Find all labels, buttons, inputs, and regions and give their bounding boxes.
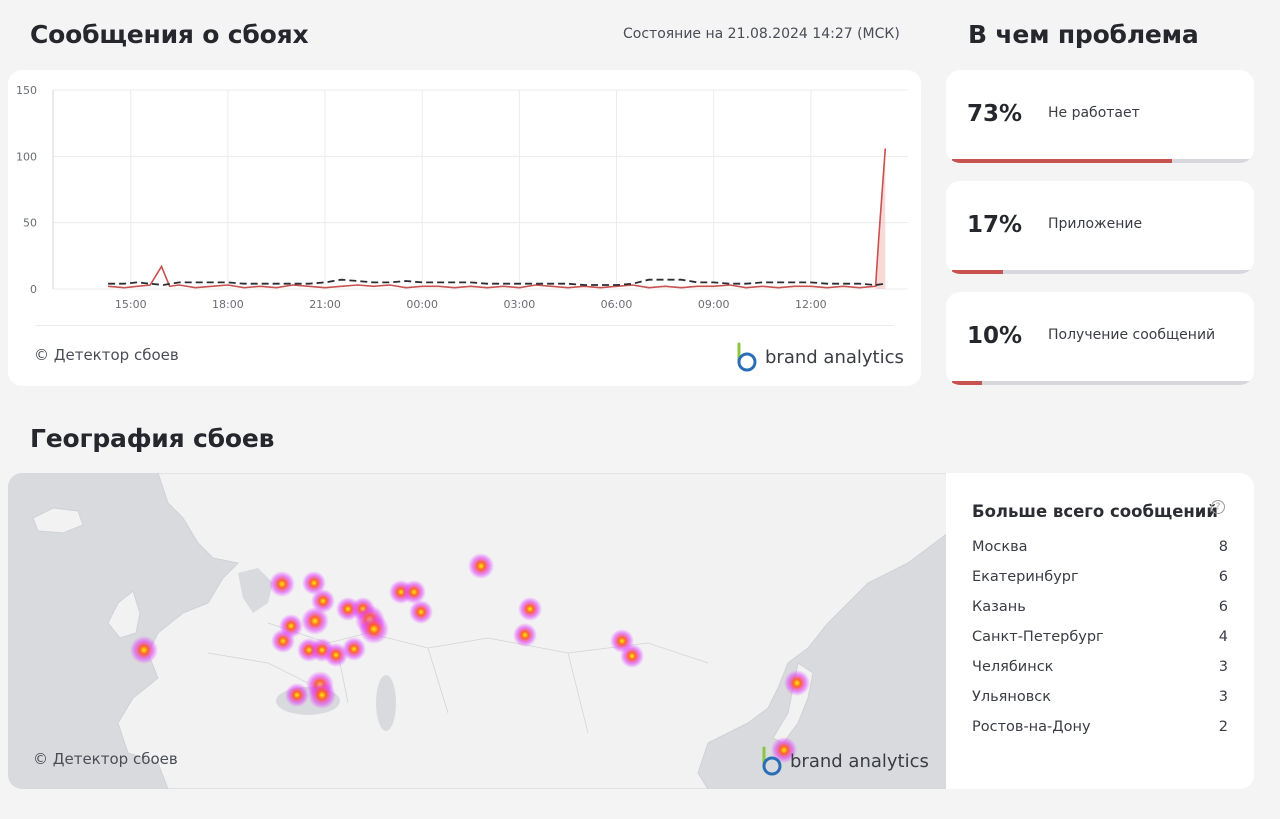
y-tick-label: 100 [16, 150, 37, 163]
problem-progress-track [952, 381, 1254, 385]
series-line-baseline [108, 278, 886, 286]
top-cities-title: Больше всего сообщений [972, 502, 1218, 521]
geo-title: География сбоев [30, 424, 275, 453]
problem-label: Не работает [1048, 105, 1140, 121]
brand-analytics-icon [762, 746, 782, 776]
city-name: Санкт-Петербург [972, 629, 1104, 645]
city-name: Екатеринбург [972, 569, 1079, 585]
reports-line-chart[interactable]: 150 100 50 0 15:00 18:00 21:00 00:00 03:00 06:00 0… [8, 70, 921, 325]
status-timestamp: Состояние на 21.08.2024 14:27 (МСК) [623, 26, 900, 42]
problem-percent: 10% [967, 323, 1023, 349]
reports-chart-card: 150 100 50 0 15:00 18:00 21:00 00:00 03:00 06:00 0… [8, 70, 921, 386]
help-icon[interactable]: ? [1211, 500, 1225, 514]
heat-spot [311, 589, 335, 613]
city-row: Ульяновск 3 [972, 689, 1228, 705]
heat-spot [518, 597, 542, 621]
heat-spot [302, 571, 326, 595]
y-tick-label: 50 [23, 217, 37, 230]
caspian-sea [376, 675, 396, 731]
world-map[interactable] [8, 473, 946, 789]
map-brand-label: brand analytics [790, 750, 929, 772]
city-name: Ростов-на-Дону [972, 719, 1091, 735]
problems-title: В чем проблема [968, 20, 1199, 49]
page-title: Сообщения о сбоях [30, 20, 309, 49]
heat-spot [771, 737, 797, 763]
heat-spots [130, 553, 810, 763]
top-cities-card: Больше всего сообщений ? Москва 8 Екатери… [946, 473, 1254, 789]
problem-card-messages[interactable]: 10% Получение сообщений [946, 292, 1254, 385]
problem-progress-track [952, 159, 1254, 163]
heat-spot [342, 637, 366, 661]
x-tick-label: 12:00 [795, 298, 827, 311]
series-line-reports [108, 148, 887, 289]
outage-heatmap[interactable]: © Детектор сбоев brand analytics [8, 473, 946, 789]
city-name: Челябинск [972, 659, 1054, 675]
city-count: 8 [1218, 539, 1228, 555]
problem-progress-track [952, 270, 1254, 274]
city-row: Ростов-на-Дону 2 [972, 719, 1228, 735]
heat-spot [308, 681, 336, 709]
city-count: 2 [1218, 719, 1228, 735]
problem-label: Получение сообщений [1048, 327, 1216, 343]
heat-spot [784, 670, 810, 696]
heat-spot [269, 571, 295, 597]
heat-spot [513, 623, 537, 647]
y-tick-label: 150 [16, 84, 37, 97]
city-row: Казань 6 [972, 599, 1228, 615]
city-row: Москва 8 [972, 539, 1228, 555]
city-name: Казань [972, 599, 1026, 615]
city-count: 6 [1218, 569, 1228, 585]
heat-spot [301, 607, 329, 635]
problem-card-app[interactable]: 17% Приложение [946, 181, 1254, 274]
map-copyright: © Детектор сбоев [33, 750, 178, 768]
city-count: 3 [1218, 659, 1228, 675]
heat-spot [402, 580, 426, 604]
y-tick-label: 0 [30, 283, 37, 296]
city-name: Москва [972, 539, 1028, 555]
heat-spot [359, 614, 389, 644]
city-count: 6 [1218, 599, 1228, 615]
heat-spot [285, 683, 309, 707]
heat-spot [271, 629, 295, 653]
heat-spot [130, 636, 158, 664]
problem-progress-fill [952, 159, 1173, 163]
problem-percent: 17% [967, 212, 1023, 238]
x-tick-label: 03:00 [504, 298, 536, 311]
chart-brand-label: brand analytics [765, 346, 904, 368]
x-tick-label: 18:00 [212, 298, 244, 311]
chart-footer-divider [35, 325, 894, 326]
heat-spot [620, 644, 644, 668]
city-row: Екатеринбург 6 [972, 569, 1228, 585]
chart-copyright: © Детектор сбоев [34, 346, 179, 364]
island-uk [107, 590, 141, 639]
city-row: Челябинск 3 [972, 659, 1228, 675]
chart-brand-logo[interactable]: brand analytics [735, 342, 904, 372]
x-tick-label: 06:00 [601, 298, 633, 311]
city-row: Санкт-Петербург 4 [972, 629, 1228, 645]
map-brand-logo[interactable]: brand analytics [760, 746, 929, 776]
baltic-sea [238, 568, 273, 613]
x-tick-label: 09:00 [698, 298, 730, 311]
city-name: Ульяновск [972, 689, 1051, 705]
problem-card-not-working[interactable]: 73% Не работает [946, 70, 1254, 163]
problem-progress-fill [952, 381, 983, 385]
problem-percent: 73% [967, 101, 1023, 127]
x-tick-label: 00:00 [406, 298, 438, 311]
heat-spot [409, 600, 433, 624]
problem-label: Приложение [1048, 216, 1143, 232]
x-tick-label: 15:00 [115, 298, 147, 311]
brand-analytics-icon [737, 342, 757, 372]
x-tick-label: 21:00 [309, 298, 341, 311]
problem-progress-fill [952, 270, 1004, 274]
city-count: 3 [1218, 689, 1228, 705]
island-iceland [32, 507, 84, 534]
city-count: 4 [1218, 629, 1228, 645]
heat-spot [468, 553, 494, 579]
